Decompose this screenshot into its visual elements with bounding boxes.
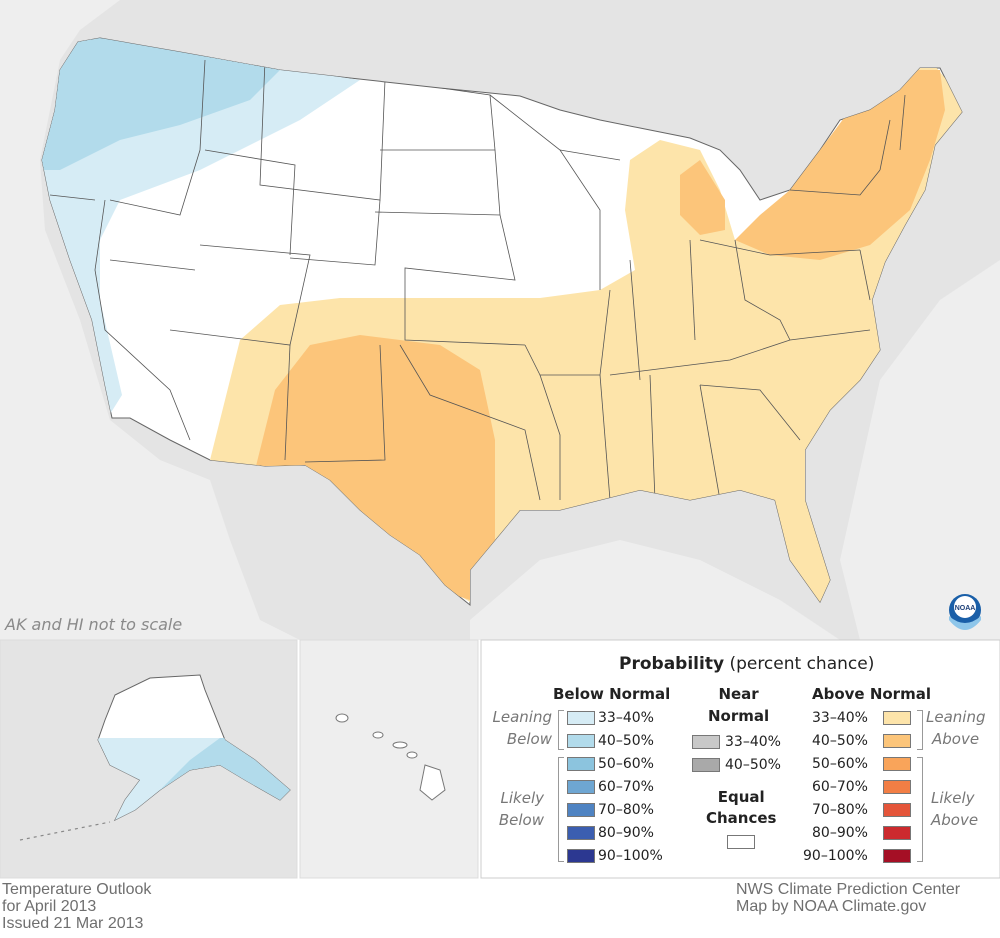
- above-item-label: 40–50%: [812, 733, 868, 749]
- credits-block: NWS Climate Prediction Center Map by NOA…: [736, 881, 960, 915]
- probability-shading: [42, 38, 962, 605]
- noaa-logo: NOAA: [949, 594, 981, 630]
- credit-map-by: Map by NOAA Climate.gov: [736, 898, 927, 915]
- above-swatch: [883, 826, 911, 840]
- ocean-west: [0, 0, 300, 640]
- outlook-issued-date: Issued 21 Mar 2013: [2, 915, 144, 932]
- below-bracket-leaning: [558, 710, 564, 750]
- below-swatch: [567, 849, 595, 863]
- equal-chances-heading: Equal Chances: [706, 789, 776, 826]
- likely-below-line2: Below: [498, 811, 544, 829]
- equal-chances-line1: Equal: [717, 788, 765, 806]
- below-item-label: 90–100%: [598, 848, 663, 864]
- above-swatch: [883, 803, 911, 817]
- likely-below-label: Likely Below: [490, 790, 544, 828]
- leaning-above-line2: Above: [932, 730, 980, 748]
- below-swatch: [567, 711, 595, 725]
- above-item-label: 90–100%: [803, 848, 868, 864]
- likely-above-line1: Likely: [931, 789, 975, 807]
- below-item-label: 70–80%: [598, 802, 654, 818]
- likely-below-line1: Likely: [500, 789, 544, 807]
- above-swatch: [883, 734, 911, 748]
- scale-note: AK and HI not to scale: [5, 615, 183, 634]
- leaning-below-line1: Leaning: [492, 708, 552, 726]
- above-swatch: [883, 757, 911, 771]
- above-item-label: 70–80%: [812, 802, 868, 818]
- near-item-label: 33–40%: [725, 734, 781, 750]
- below-swatch: [567, 803, 595, 817]
- near-item-label: 40–50%: [725, 757, 781, 773]
- above-item-label: 80–90%: [812, 825, 868, 841]
- leaning-below-label: Leaning Below: [490, 709, 552, 747]
- gulf-of-mexico: [470, 540, 840, 640]
- leaning-above-label: Leaning Above: [926, 709, 985, 747]
- below-swatch: [567, 757, 595, 771]
- above-item-label: 50–60%: [812, 756, 868, 772]
- near-normal-heading: Near Normal: [708, 686, 769, 724]
- legend-title-main: Probability: [619, 654, 725, 674]
- state-boundaries: [49, 59, 906, 501]
- equal-chances-line2: Chances: [706, 809, 777, 827]
- above-bracket-likely: [917, 757, 923, 862]
- below-swatch: [567, 780, 595, 794]
- above-swatch: [883, 711, 911, 725]
- below-item-label: 50–60%: [598, 756, 654, 772]
- below-item-label: 60–70%: [598, 779, 654, 795]
- aleutian-islands: [19, 821, 111, 841]
- below-normal-heading: Below Normal: [553, 685, 671, 703]
- near-normal-heading-line2: Normal: [708, 707, 770, 725]
- outlook-title: Temperature Outlook: [2, 881, 152, 898]
- leaning-above-line1: Leaning: [926, 708, 986, 726]
- near-swatch: [692, 758, 720, 772]
- svg-text:NOAA: NOAA: [955, 605, 976, 612]
- above-swatch: [883, 849, 911, 863]
- below-item-label: 40–50%: [598, 733, 654, 749]
- below-swatch: [567, 826, 595, 840]
- credit-source: NWS Climate Prediction Center: [736, 881, 961, 898]
- legend-title: Probability (percent chance): [619, 655, 874, 673]
- outlook-title-block: Temperature Outlook for April 2013 Issue…: [2, 881, 151, 932]
- hawaii-islands: [335, 713, 446, 801]
- near-swatch: [692, 735, 720, 749]
- ocean-east: [840, 260, 1000, 640]
- hawaii-inset: [299, 639, 479, 879]
- equal-chances-swatch: [727, 835, 755, 849]
- below-item-label: 80–90%: [598, 825, 654, 841]
- above-item-label: 33–40%: [812, 710, 868, 726]
- near-normal-heading-line1: Near: [718, 685, 759, 703]
- above-40-50-southwest: [255, 335, 495, 600]
- legend-title-suffix: (percent chance): [729, 654, 875, 674]
- below-bracket-likely: [558, 757, 564, 862]
- below-40-50-region: [42, 38, 290, 170]
- likely-above-label: Likely Above: [931, 790, 978, 828]
- above-40-50-michigan: [680, 160, 725, 235]
- below-item-label: 33–40%: [598, 710, 654, 726]
- above-normal-heading: Above Normal: [812, 685, 931, 703]
- above-swatch: [883, 780, 911, 794]
- above-item-label: 60–70%: [812, 779, 868, 795]
- above-bracket-leaning: [917, 710, 923, 750]
- outlook-period: for April 2013: [2, 898, 97, 915]
- leaning-below-line2: Below: [506, 730, 552, 748]
- likely-above-line2: Above: [931, 811, 979, 829]
- below-swatch: [567, 734, 595, 748]
- above-40-50-northeast: [735, 70, 945, 260]
